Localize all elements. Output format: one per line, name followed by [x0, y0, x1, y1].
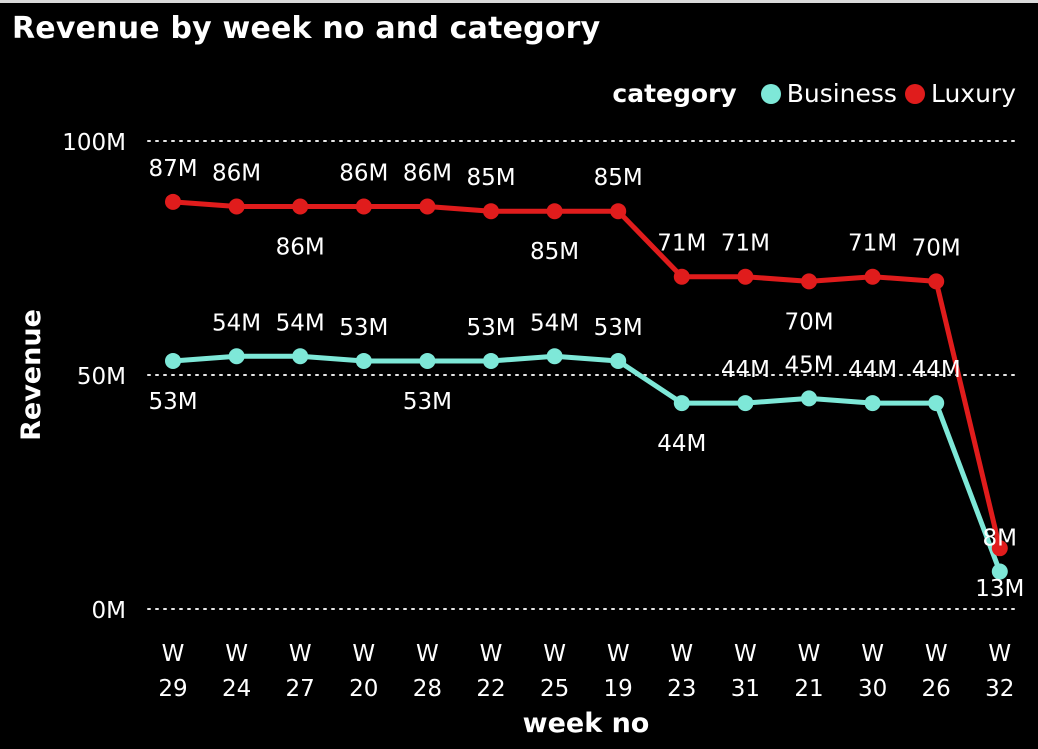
- x-tick-label: W 29: [158, 641, 187, 702]
- data-point-luxury: [483, 203, 499, 220]
- data-label-business: 53M: [466, 315, 515, 341]
- data-label-luxury: 71M: [721, 231, 770, 257]
- data-point-business: [292, 348, 309, 365]
- series-line-business: [170, 353, 1003, 575]
- legend-label-business: Business: [786, 79, 897, 108]
- data-point-business: [355, 352, 372, 369]
- data-point-luxury: [610, 203, 627, 220]
- data-label-business: 53M: [339, 315, 388, 341]
- x-tick-label: W 32: [985, 641, 1014, 702]
- x-axis-label: week no: [523, 708, 650, 739]
- data-point-business: [737, 395, 754, 412]
- data-label-luxury: 86M: [212, 161, 261, 187]
- data-point-luxury: [355, 198, 372, 215]
- data-point-business: [483, 352, 499, 369]
- data-label-luxury: 70M: [784, 309, 833, 335]
- data-point-business: [546, 348, 563, 365]
- data-label-business: 44M: [721, 357, 770, 383]
- series-line-luxury: [170, 199, 1003, 551]
- data-label-business: 53M: [148, 389, 197, 415]
- legend-item-business[interactable]: Business: [760, 79, 897, 108]
- x-tick-label: W 30: [858, 641, 887, 702]
- data-point-luxury: [673, 268, 690, 285]
- data-point-business: [228, 348, 245, 365]
- x-tick-label: W 25: [540, 641, 569, 702]
- data-point-business: [801, 390, 817, 407]
- data-label-luxury: 13M: [975, 576, 1024, 602]
- x-tick-label: W 19: [604, 641, 633, 702]
- data-label-business: 53M: [403, 389, 452, 415]
- data-label-business: 54M: [276, 310, 325, 336]
- legend-marker-business: [760, 83, 781, 104]
- x-tick-label: W 31: [731, 641, 760, 702]
- data-label-luxury: 85M: [530, 239, 579, 265]
- data-label-luxury: 71M: [657, 231, 706, 257]
- x-tick-label: W 26: [922, 641, 951, 702]
- x-tick-label: W 27: [286, 641, 315, 702]
- data-point-luxury: [991, 540, 1008, 557]
- data-label-business: 44M: [848, 357, 897, 383]
- x-tick-label: W 20: [349, 641, 378, 702]
- data-label-luxury: 70M: [912, 235, 961, 261]
- data-label-business: 53M: [594, 315, 643, 341]
- data-point-luxury: [928, 273, 945, 290]
- y-tick-label: 50M: [77, 364, 126, 390]
- y-tick-label: 0M: [92, 598, 126, 624]
- chart-title: Revenue by week no and category: [12, 11, 601, 46]
- x-tick-label: W 24: [222, 641, 251, 702]
- data-point-luxury: [228, 198, 245, 215]
- data-point-luxury: [737, 268, 754, 285]
- data-label-luxury: 86M: [276, 235, 325, 261]
- x-tick-label: W 23: [667, 641, 696, 702]
- data-point-luxury: [546, 203, 563, 220]
- data-label-luxury: 87M: [148, 156, 197, 182]
- data-label-luxury: 85M: [466, 165, 515, 191]
- data-label-luxury: 86M: [339, 161, 388, 187]
- data-point-luxury: [419, 198, 436, 215]
- data-label-business: 45M: [784, 352, 833, 378]
- legend-label-luxury: Luxury: [930, 79, 1016, 108]
- data-point-business: [928, 395, 945, 412]
- data-label-business: 54M: [212, 310, 261, 336]
- data-point-business: [864, 395, 881, 412]
- data-label-business: 44M: [657, 431, 706, 457]
- data-label-business: 44M: [912, 357, 961, 383]
- data-point-business: [991, 563, 1008, 580]
- data-point-luxury: [165, 193, 181, 210]
- data-point-luxury: [801, 273, 817, 290]
- data-point-business: [165, 352, 181, 369]
- legend-marker-luxury: [904, 83, 925, 104]
- data-point-luxury: [292, 198, 309, 215]
- x-tick-label: W 22: [476, 641, 505, 702]
- data-label-business: 54M: [530, 310, 579, 336]
- x-tick-label: W 21: [794, 641, 823, 702]
- data-label-luxury: 86M: [403, 161, 452, 187]
- y-tick-label: 100M: [62, 130, 126, 156]
- legend-title: category: [612, 79, 737, 108]
- data-point-business: [673, 395, 690, 412]
- data-point-business: [610, 352, 627, 369]
- data-point-luxury: [864, 268, 881, 285]
- chart-legend: category Business Luxury: [612, 79, 1016, 108]
- data-label-business: 8M: [983, 526, 1017, 552]
- data-point-business: [419, 352, 436, 369]
- y-axis-label: Revenue: [16, 309, 47, 441]
- legend-item-luxury[interactable]: Luxury: [904, 79, 1016, 108]
- data-label-luxury: 85M: [594, 165, 643, 191]
- x-tick-label: W 28: [413, 641, 442, 702]
- data-label-luxury: 71M: [848, 231, 897, 257]
